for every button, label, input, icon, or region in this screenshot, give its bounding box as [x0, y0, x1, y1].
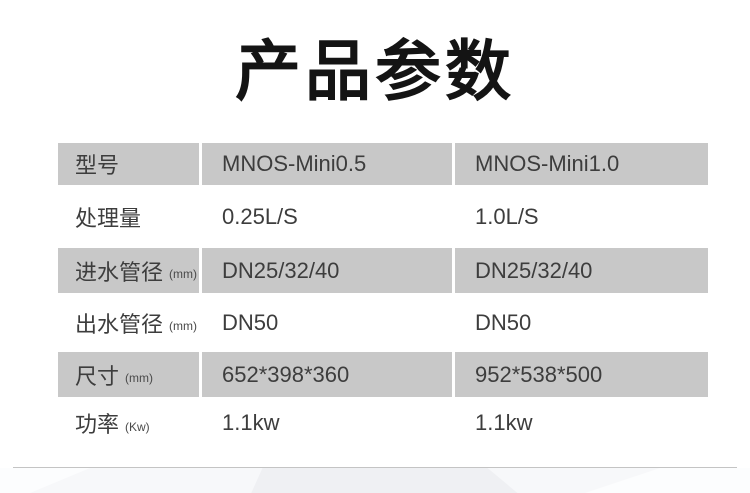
table-row: 尺寸 (mm) 652*398*360 952*538*500: [58, 352, 708, 397]
footer-decoration: [0, 468, 750, 493]
spec-value-cell-model-a: 652*398*360: [202, 352, 452, 397]
spec-unit: (mm): [125, 371, 153, 385]
footer-divider: [13, 467, 737, 468]
spec-label: 型号: [75, 153, 120, 178]
spec-label-cell: 处理量: [58, 185, 199, 248]
spec-value: 0.25L/S: [222, 203, 298, 229]
spec-value: DN25/32/40: [222, 257, 340, 283]
spec-value-cell-model-a: MNOS-Mini0.5: [202, 143, 452, 185]
spec-value-cell-model-a: 0.25L/S: [202, 185, 452, 248]
spec-value-cell-model-a: 1.1kw: [202, 397, 452, 449]
spec-value: 1.0L/S: [475, 203, 539, 229]
spec-value-cell-model-b: DN50: [455, 293, 708, 352]
spec-value: MNOS-Mini0.5: [222, 151, 367, 176]
spec-value: DN50: [475, 309, 532, 335]
spec-label: 出水管径: [75, 311, 164, 337]
spec-label: 尺寸: [75, 363, 120, 389]
spec-value: 1.1kw: [222, 410, 280, 435]
table-row: 处理量 0.25L/S 1.0L/S: [58, 185, 708, 248]
chevron-facet-center: [251, 468, 518, 493]
spec-unit: (Kw): [125, 419, 150, 434]
spec-label: 进水管径: [75, 259, 164, 285]
spec-value-cell-model-b: 1.1kw: [455, 397, 708, 449]
spec-value: DN50: [222, 309, 279, 335]
table-row: 出水管径 (mm) DN50 DN50: [58, 293, 708, 352]
table-row: 型号 MNOS-Mini0.5 MNOS-Mini1.0: [58, 143, 708, 185]
spec-value: 652*398*360: [222, 361, 350, 387]
spec-value-cell-model-b: DN25/32/40: [455, 248, 708, 293]
spec-value: 952*538*500: [475, 361, 603, 387]
spec-label-cell: 尺寸 (mm): [58, 352, 199, 397]
table-row: 进水管径 (mm) DN25/32/40 DN25/32/40: [58, 248, 708, 293]
spec-label-cell: 出水管径 (mm): [58, 293, 199, 352]
spec-label-cell: 型号: [58, 143, 199, 185]
table-row: 功率 (Kw) 1.1kw 1.1kw: [58, 397, 708, 449]
spec-unit: (mm): [169, 267, 197, 281]
spec-value-cell-model-b: 1.0L/S: [455, 185, 708, 248]
spec-value-cell-model-a: DN50: [202, 293, 452, 352]
spec-unit: (mm): [169, 319, 197, 333]
spec-label: 功率: [75, 412, 120, 437]
spec-value-cell-model-a: DN25/32/40: [202, 248, 452, 293]
spec-value: DN25/32/40: [475, 257, 593, 283]
spec-value: MNOS-Mini1.0: [475, 151, 620, 176]
spec-table: 型号 MNOS-Mini0.5 MNOS-Mini1.0 处理量 0.25L/S…: [58, 143, 708, 449]
spec-value-cell-model-b: MNOS-Mini1.0: [455, 143, 708, 185]
spec-label: 处理量: [75, 205, 142, 231]
spec-value-cell-model-b: 952*538*500: [455, 352, 708, 397]
spec-value: 1.1kw: [475, 410, 533, 435]
spec-label-cell: 功率 (Kw): [58, 397, 199, 449]
spec-label-cell: 进水管径 (mm): [58, 248, 199, 293]
page-title: 产品参数: [235, 34, 515, 108]
